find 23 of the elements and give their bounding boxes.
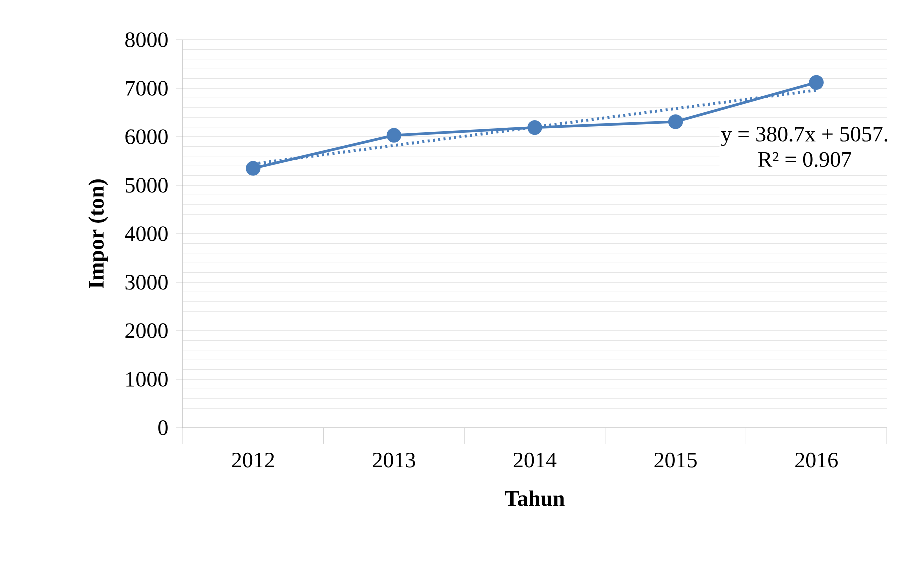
y-tick-label: 4000: [125, 226, 168, 242]
annotation: y = 380.7x + 5057.: [721, 126, 888, 146]
y-tick-label: 3000: [126, 275, 168, 290]
point: [386, 128, 402, 143]
x-tick-label: 2015: [654, 452, 697, 468]
y-tick-label: 7000: [126, 81, 168, 96]
x-tick-label: 2013: [373, 452, 416, 468]
y-tick-label: 5000: [126, 178, 168, 193]
x-tick-label: 2014: [514, 452, 557, 468]
y-tick-label: 1000: [126, 372, 168, 387]
x-tick-label: 2016: [796, 452, 838, 468]
x-axis-title: Tahun: [505, 490, 565, 506]
y-tick-label: 0: [158, 420, 168, 436]
point: [246, 161, 261, 176]
annotation: R² = 0.907: [758, 152, 852, 168]
x-tick-label: 2012: [232, 452, 274, 468]
y-tick-label: 2000: [126, 324, 168, 338]
point: [528, 120, 542, 136]
y-tick-label: 6000: [126, 130, 168, 144]
y-tick-label: 8000: [126, 32, 168, 48]
y-axis-title: Impor (ton): [88, 180, 108, 289]
point: [668, 114, 684, 130]
point: [809, 75, 824, 90]
